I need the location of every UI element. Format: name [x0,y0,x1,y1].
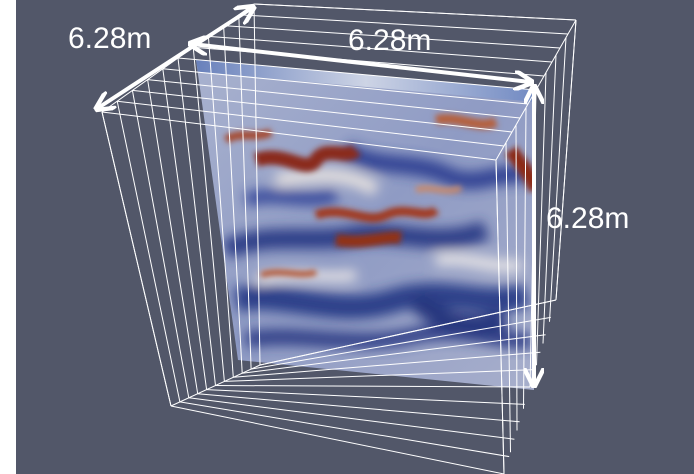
grid-line [101,111,172,407]
grid-line [242,334,546,374]
grid-line [215,385,531,388]
grid-line [505,142,511,453]
grid-line [131,90,190,398]
double-arrow-icon [98,8,252,108]
grid-line [197,393,520,423]
height-dimension-label: 6.28m [546,202,630,235]
grid-line [188,397,515,440]
double-arrow-icon [192,44,530,82]
grid-line [170,405,505,474]
grid-line [536,72,547,366]
width-dimension-label: 6.28m [68,22,152,55]
dimension-arrows [98,8,534,384]
grid-line [549,37,567,322]
cube-visualization [16,0,577,474]
grid-line [542,54,557,344]
grid-line [251,316,551,370]
grid-line [253,3,577,21]
grid-line [162,68,208,390]
grid-line [179,401,510,458]
grid-line [101,111,497,161]
grid-line [495,159,505,474]
grid-line [259,299,557,366]
grid-line [238,14,569,35]
depth-dimension-label: 6.28m [348,24,432,57]
grid-line [206,389,525,405]
grid-line [515,124,518,431]
grid-line [147,79,199,394]
grid-line [233,351,541,378]
render-viewport[interactable]: 6.28m 6.28m 6.28m [16,0,694,474]
grid-line [224,369,536,382]
grid-line [555,19,577,301]
turbulence-slice [196,60,536,390]
grid-line [116,101,181,403]
